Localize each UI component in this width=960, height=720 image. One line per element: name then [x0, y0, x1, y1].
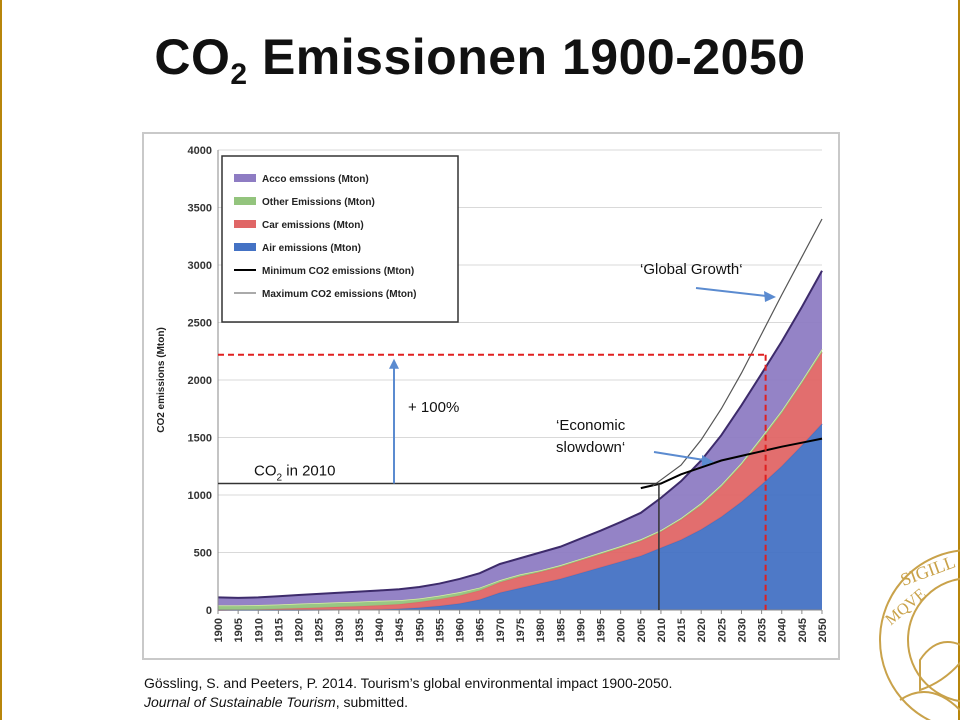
emissions-chart: 0 500 1000 1500 2000 2500 3000 3500 4000 CO2 emis…: [156, 145, 829, 642]
y-tick-label: 2500: [188, 318, 212, 330]
legend-box: [221, 155, 459, 323]
economic-slowdown-arrow-head: [702, 455, 714, 466]
citation: Gössling, S. and Peeters, P. 2014. Touri…: [144, 674, 844, 712]
x-tick-label: 1965: [475, 618, 487, 642]
x-tick-label: 1935: [354, 618, 366, 642]
legend-swatch: [234, 174, 256, 182]
x-tick-label: 2025: [716, 618, 728, 642]
y-tick-label: 3500: [188, 203, 212, 215]
chart-frame: 0 500 1000 1500 2000 2500 3000 3500 4000 CO2 emis…: [142, 132, 840, 660]
x-tick-label: 1950: [414, 618, 426, 642]
area-edge-3: [217, 270, 823, 599]
frame-left: [0, 0, 2, 720]
y-tick-label: 4000: [188, 145, 212, 157]
x-tick-label: 1945: [394, 618, 406, 642]
co2-2010-label: CO2 in 2010: [254, 463, 335, 484]
y-tick-label: 3000: [188, 260, 212, 272]
citation-line1: Gössling, S. and Peeters, P. 2014. Touri…: [144, 675, 673, 691]
y-axis-label: CO2 emissions (Mton): [156, 327, 167, 433]
x-tick-label: 2015: [676, 618, 688, 642]
x-tick-label: 2050: [817, 618, 829, 642]
economic-slowdown-label-2: slowdown‘: [556, 439, 625, 456]
x-tick-label: 1940: [374, 618, 386, 642]
x-tick-label: 2020: [696, 618, 708, 642]
x-tick-label: 1985: [555, 618, 567, 642]
y-tick-label: 1500: [188, 433, 212, 445]
x-tick-label: 1915: [273, 618, 285, 642]
increase-arrow-head: [389, 358, 399, 369]
area-series-3: [218, 270, 822, 606]
x-tick-label: 1990: [575, 618, 587, 642]
x-tick-label: 1975: [515, 618, 527, 642]
economic-slowdown-label-1: ‘Economic: [556, 417, 626, 434]
y-tick-label: 500: [194, 548, 212, 560]
global-growth-label: ‘Global Growth‘: [640, 261, 743, 278]
x-tick-label: 1900: [213, 618, 225, 642]
x-tick-label: 2000: [616, 618, 628, 642]
y-tick-label: 2000: [188, 375, 212, 387]
x-tick-label: 1910: [253, 618, 265, 642]
increase-label: + 100%: [408, 399, 459, 416]
area-series-0: [218, 423, 822, 610]
global-growth-arrow-head: [764, 291, 776, 302]
x-tick-label: 2040: [777, 618, 789, 642]
seal-text-top: SIGILL: [898, 552, 958, 590]
x-tick-label: 1980: [535, 618, 547, 642]
legend-swatch: [234, 243, 256, 251]
university-seal: SIGILL MQVE: [879, 549, 960, 720]
x-tick-label: 1995: [596, 618, 608, 642]
x-tick-label: 2010: [656, 618, 668, 642]
x-tick-label: 1955: [434, 618, 446, 642]
citation-journal: Journal of Sustainable Tourism: [144, 694, 336, 710]
x-tick-label: 2045: [797, 618, 809, 642]
legend-entry: Other Emissions (Mton): [262, 197, 375, 208]
x-tick-label: 2035: [757, 618, 769, 642]
x-tick-label: 1920: [294, 618, 306, 642]
x-tick-label: 1960: [455, 618, 467, 642]
legend-entry: Minimum CO2 emissions (Mton): [262, 266, 414, 277]
x-tick-label: 2005: [636, 618, 648, 642]
x-tick-label: 1905: [233, 618, 245, 642]
frame-right: [958, 0, 960, 720]
legend: Acco emssions (Mton) Other Emissions (Mto…: [221, 155, 459, 323]
legend-swatch: [234, 197, 256, 205]
global-growth-arrow: [695, 287, 767, 297]
legend-entry: Maximum CO2 emissions (Mton): [262, 289, 416, 300]
seal-text-bottom: MQVE: [882, 585, 929, 628]
legend-entry: Acco emssions (Mton): [262, 174, 369, 185]
x-tick-label: 2030: [736, 618, 748, 642]
legend-entry: Car emissions (Mton): [262, 220, 364, 231]
y-tick-label: 0: [206, 605, 212, 617]
legend-entry: Air emissions (Mton): [262, 243, 361, 254]
economic-slowdown-arrow: [653, 451, 705, 461]
x-tick-label: 1930: [334, 618, 346, 642]
line-series-0: [640, 437, 823, 490]
citation-line2: , submitted.: [335, 694, 409, 710]
y-tick-label: 1000: [188, 490, 212, 502]
x-tick-label: 1970: [495, 618, 507, 642]
x-tick-label: 1925: [314, 618, 326, 642]
legend-swatch: [234, 220, 256, 228]
slide-title: CO2 Emissionen 1900-2050: [154, 29, 806, 91]
